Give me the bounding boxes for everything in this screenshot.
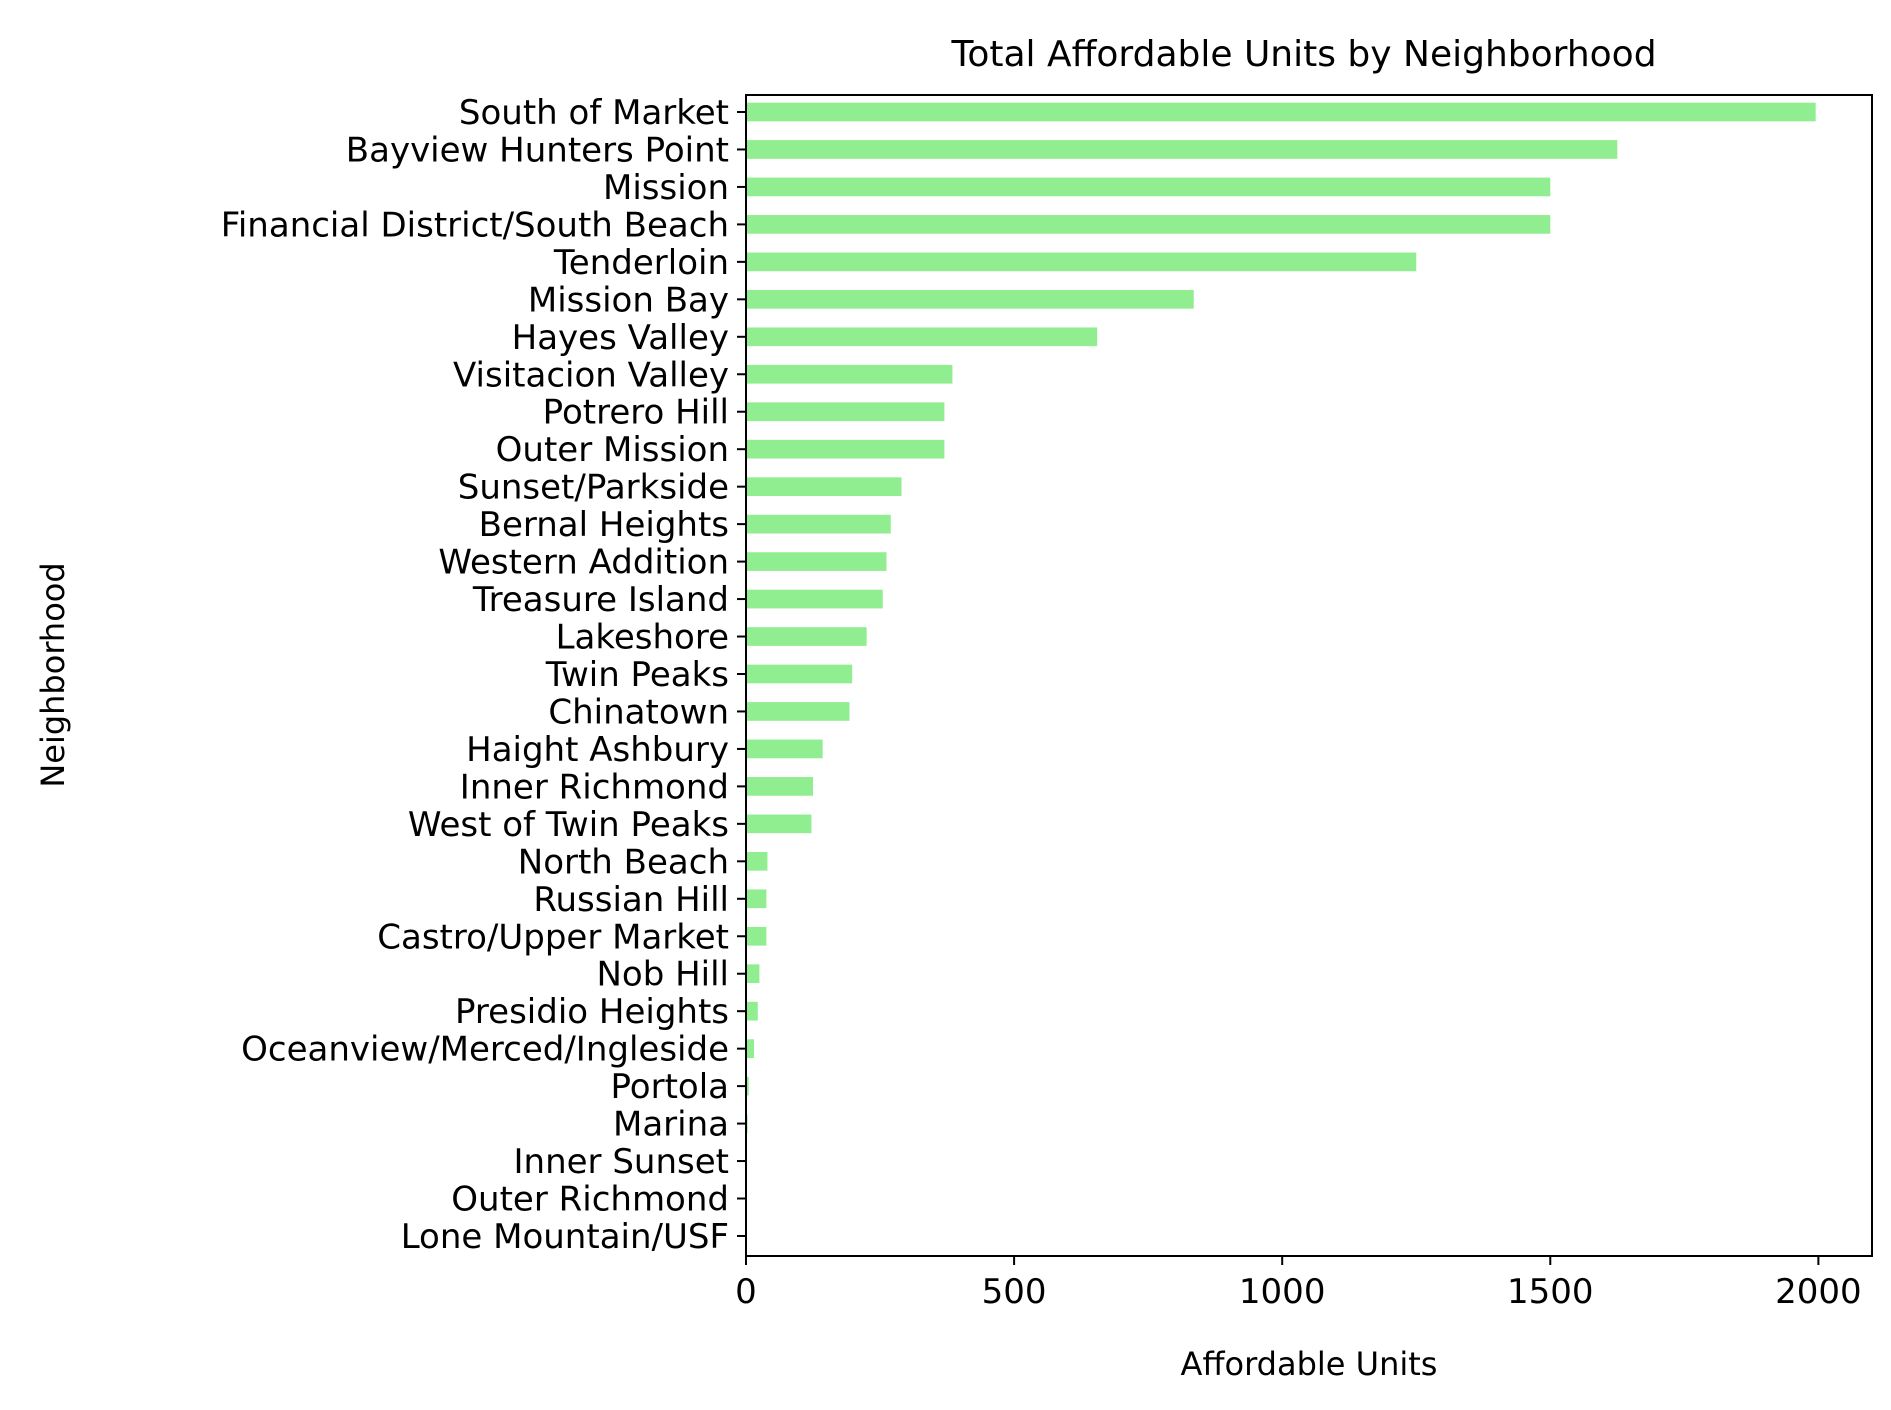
bar <box>746 889 767 909</box>
y-tick-label: Visitacion Valley <box>453 355 729 395</box>
y-tick-label: Chinatown <box>548 692 729 732</box>
y-tick-label: Bayview Hunters Point <box>346 130 729 170</box>
y-tick-label: Inner Richmond <box>460 767 729 807</box>
bar <box>746 514 891 534</box>
x-tick-label: 500 <box>982 1272 1047 1312</box>
bar <box>746 1039 755 1058</box>
chart-title: Total Affordable Units by Neighborhood <box>950 34 1656 75</box>
bar <box>746 364 953 384</box>
x-tick-label: 1000 <box>1239 1272 1326 1312</box>
bar <box>746 739 823 759</box>
y-tick-label: Tenderloin <box>553 243 729 283</box>
y-tick-label: Portola <box>611 1067 730 1107</box>
y-tick-label: Financial District/South Beach <box>221 205 729 245</box>
bar <box>746 1001 758 1021</box>
y-tick-label: Presidio Heights <box>455 992 729 1032</box>
y-tick-label: Treasure Island <box>472 580 729 620</box>
y-tick-label: Haight Ashbury <box>466 730 729 770</box>
x-tick-label: 0 <box>735 1272 757 1312</box>
bar <box>746 102 1816 122</box>
bar <box>746 702 850 721</box>
bar <box>746 439 945 459</box>
y-tick-label: Castro/Upper Market <box>377 917 729 957</box>
bar <box>746 589 883 609</box>
bar <box>746 777 814 796</box>
y-tick-label: South of Market <box>459 93 729 133</box>
y-axis-label: Neighborhood <box>34 562 72 787</box>
y-tick-label: Nob Hill <box>596 955 729 995</box>
plot-frame <box>745 94 1873 1257</box>
y-tick-label: Outer Mission <box>496 430 729 470</box>
bar <box>746 140 1618 159</box>
x-axis-label: Affordable Units <box>1181 1345 1438 1383</box>
y-tick-label: Outer Richmond <box>451 1180 729 1220</box>
bar <box>746 289 1194 309</box>
y-tick-label: Hayes Valley <box>512 318 729 358</box>
y-tick-label: Potrero Hill <box>543 393 729 433</box>
y-tick-label: Lone Mountain/USF <box>401 1217 729 1257</box>
bar <box>746 327 1098 347</box>
y-tick-label: Mission Bay <box>528 280 729 320</box>
bar <box>746 1076 749 1096</box>
y-tick-label: Inner Sunset <box>514 1142 729 1182</box>
y-tick-label: Twin Peaks <box>545 655 729 695</box>
bar <box>746 851 768 871</box>
bar <box>746 552 887 571</box>
bar <box>746 664 853 684</box>
bar <box>746 477 902 497</box>
bar <box>746 926 767 946</box>
y-tick-label: Western Addition <box>438 543 729 583</box>
x-tick-label: 2000 <box>1775 1272 1862 1312</box>
x-tick-label: 1500 <box>1507 1272 1594 1312</box>
bar <box>746 177 1551 197</box>
y-tick-label: West of Twin Peaks <box>408 805 729 845</box>
bar <box>746 814 812 834</box>
bars-layer <box>746 102 1816 1208</box>
y-tick-label: Sunset/Parkside <box>458 468 729 508</box>
y-tick-label: Lakeshore <box>556 618 729 658</box>
y-tick-label: Oceanview/Merced/Ingleside <box>241 1030 729 1070</box>
y-tick-label: Bernal Heights <box>479 505 729 545</box>
y-tick-label: Mission <box>603 168 729 208</box>
y-tick-label: Russian Hill <box>533 880 729 920</box>
y-tick-label: North Beach <box>518 842 729 882</box>
bar <box>746 215 1551 234</box>
bar <box>746 402 945 422</box>
x-ticks: 0 500 1000 1500 2000 <box>735 1256 1862 1312</box>
y-tick-label: Marina <box>613 1105 729 1145</box>
bar <box>746 964 760 984</box>
bar <box>746 627 867 646</box>
bar <box>746 252 1417 272</box>
